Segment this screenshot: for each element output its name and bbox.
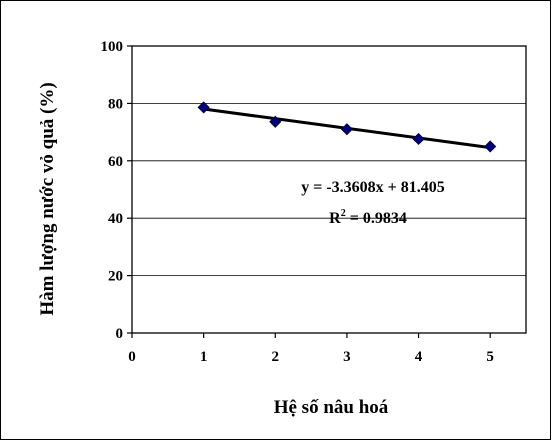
x-tick-label: 0 <box>128 349 136 365</box>
x-tick-label: 5 <box>486 349 494 365</box>
y-tick-label: 80 <box>108 96 123 112</box>
x-tick-label: 2 <box>272 349 280 365</box>
x-axis-title: Hệ số nâu hoá <box>274 397 389 418</box>
plot-area <box>131 45 527 334</box>
axis-ticks: 0 20 40 60 80 100 0 1 2 3 4 5 <box>101 39 494 365</box>
data-point <box>484 140 497 153</box>
y-tick-label: 20 <box>108 269 123 285</box>
x-tick-label: 3 <box>343 349 351 365</box>
gridlines <box>132 103 526 277</box>
data-point <box>412 132 425 146</box>
data-point <box>197 101 210 114</box>
trendline-equation: y = -3.3608x + 81.405 <box>301 179 445 196</box>
data-point <box>340 123 353 136</box>
data-points <box>197 101 497 153</box>
y-tick-label: 0 <box>116 326 124 342</box>
r-squared-label: R2 = 0.9834 <box>329 208 407 227</box>
x-tick-label: 4 <box>415 349 423 365</box>
x-tick-label: 1 <box>200 349 208 365</box>
y-tick-label: 100 <box>101 39 124 55</box>
y-tick-label: 40 <box>108 211 123 227</box>
y-tick-label: 60 <box>108 154 123 170</box>
data-point <box>269 115 282 128</box>
y-axis-title: Hàm lượng nước vỏ quả (%) <box>37 82 58 315</box>
